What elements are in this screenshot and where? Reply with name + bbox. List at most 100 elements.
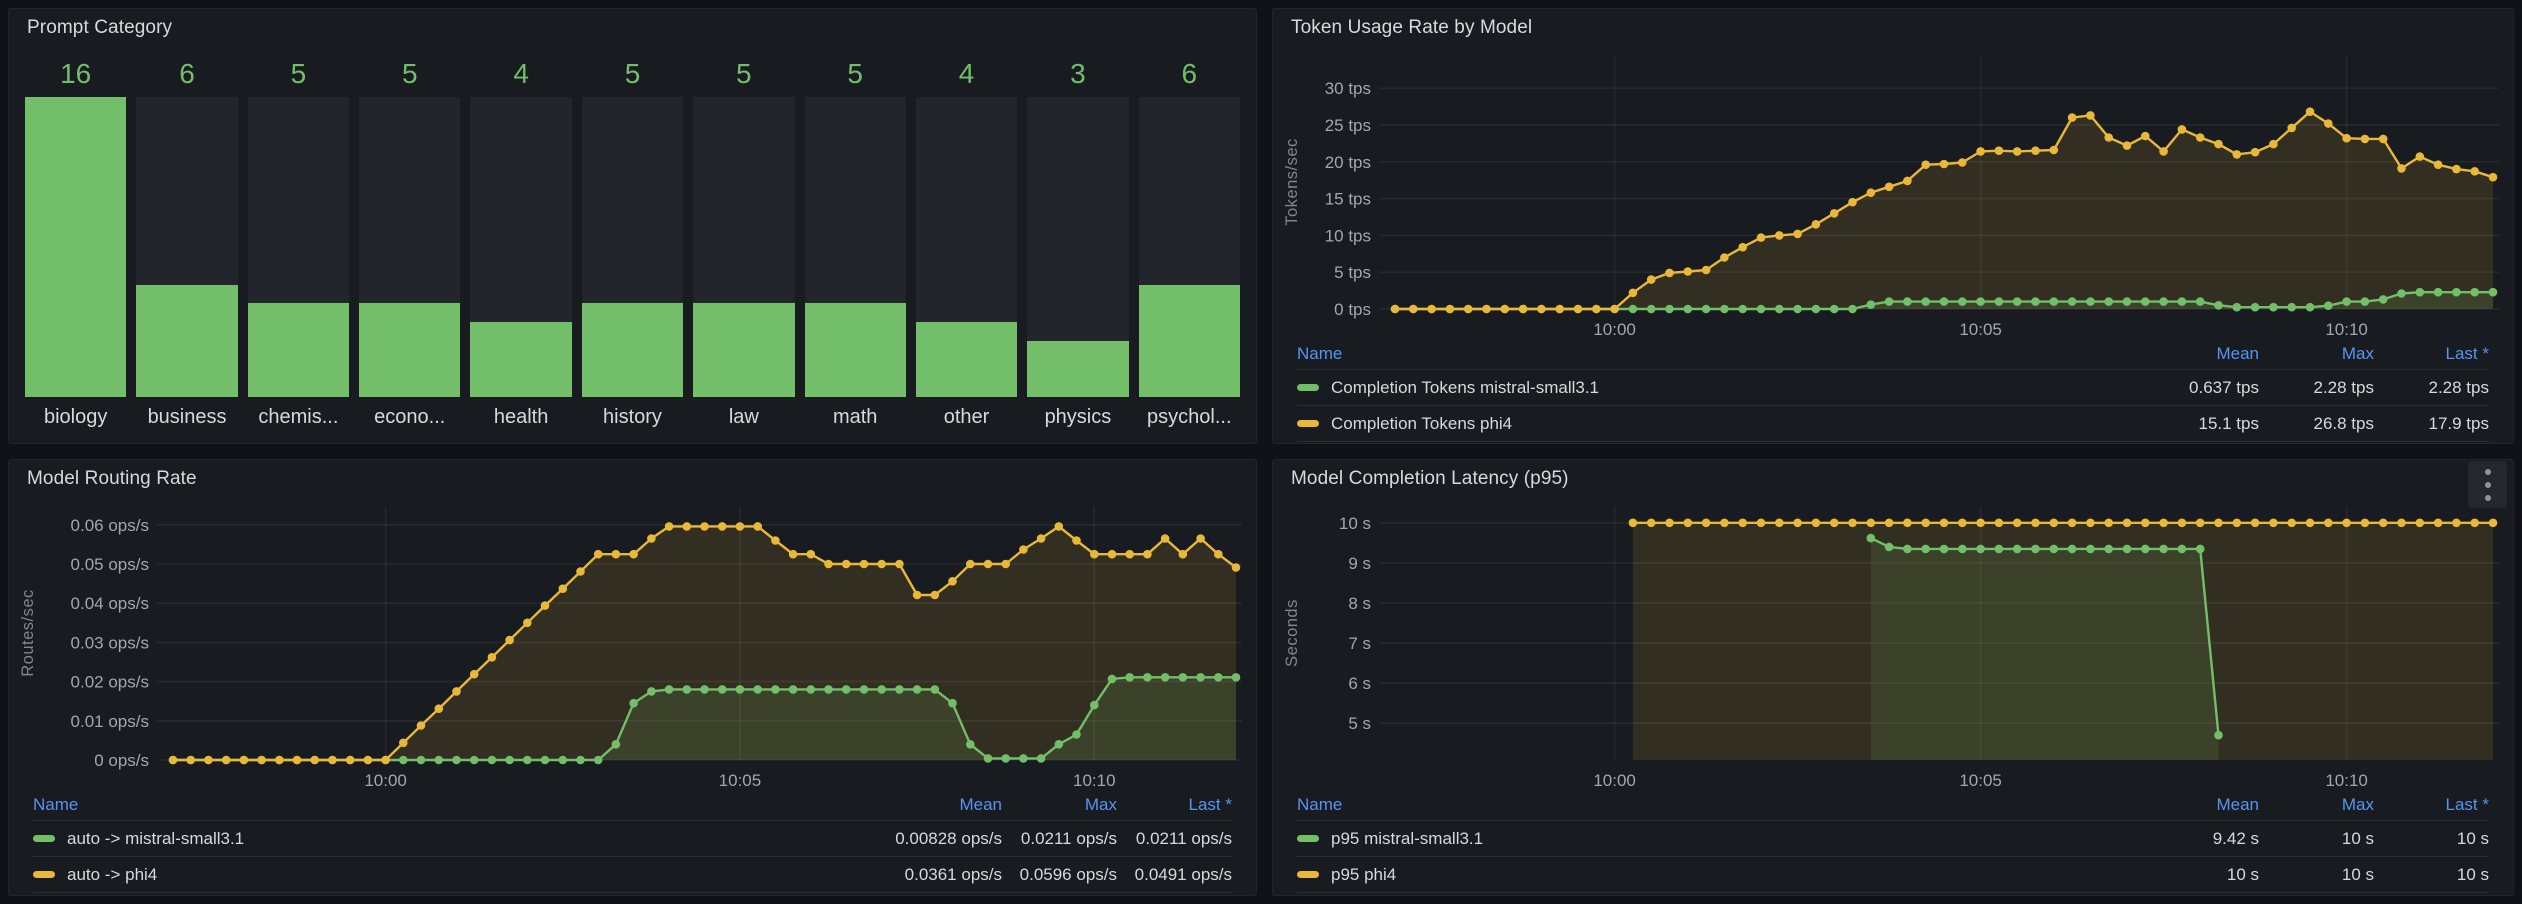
legend-series-row[interactable]: auto -> phi4 0.0361 ops/s 0.0596 ops/s 0.04…: [33, 857, 1232, 893]
panel-title[interactable]: Model Completion Latency (p95): [1291, 468, 1569, 489]
svg-text:5 tps: 5 tps: [1334, 263, 1371, 282]
legend-series-row[interactable]: p95 phi4 10 s 10 s 10 s: [1297, 857, 2489, 893]
legend-sort-name[interactable]: Name: [1297, 344, 1343, 363]
latency-chart-plot[interactable]: 5 s 6 s 7 s 8 s 9 s 10 s 10:00 10:05 10:10 Second…: [1273, 498, 2513, 790]
bar-track: [247, 97, 350, 397]
bar-track: [915, 97, 1018, 397]
svg-text:15 tps: 15 tps: [1325, 190, 1371, 209]
bar-category-label: psychol...: [1147, 406, 1232, 428]
panel-title[interactable]: Model Routing Rate: [27, 468, 197, 489]
svg-text:Tokens/sec: Tokens/sec: [1283, 138, 1301, 226]
svg-text:8 s: 8 s: [1348, 594, 1371, 613]
bar-gauge-column: 5 law: [693, 51, 795, 435]
legend-sort-mean[interactable]: Mean: [2216, 795, 2259, 814]
legend-series-name[interactable]: p95 phi4: [1331, 864, 1397, 884]
panel-menu-kebab-icon[interactable]: [2468, 461, 2507, 508]
bar-track: [804, 97, 906, 397]
legend-mean-value: 0.00828 ops/s: [895, 828, 1002, 848]
legend-last-value: 2.28 tps: [2428, 377, 2490, 397]
svg-text:0.06 ops/s: 0.06 ops/s: [71, 516, 149, 535]
legend-sort-max[interactable]: Max: [2341, 795, 2374, 814]
legend-sort-max[interactable]: Max: [1084, 795, 1117, 814]
legend-max-value: 10 s: [2341, 828, 2374, 848]
bar-category-label: econo...: [374, 406, 446, 428]
legend-sort-max[interactable]: Max: [2341, 344, 2374, 363]
bar-category-label: other: [943, 406, 990, 428]
legend-sort-name[interactable]: Name: [1297, 795, 1343, 814]
svg-text:10 tps: 10 tps: [1325, 226, 1371, 245]
bar-category-label: physics: [1044, 406, 1112, 428]
svg-text:10:00: 10:00: [1593, 320, 1636, 339]
legend-series-row[interactable]: p95 mistral-small3.1 9.42 s 10 s 10 s: [1297, 821, 2489, 857]
bar-track: [470, 97, 572, 397]
svg-text:30 tps: 30 tps: [1325, 79, 1371, 98]
bar-track: [1027, 97, 1129, 397]
token-usage-chart-plot[interactable]: 0 tps 5 tps 10 tps 15 tps 20 tps 25 tps 30 tps…: [1273, 47, 2513, 339]
panel-token-usage: Token Usage Rate by Model 0 tps 5 tps 10 t…: [1272, 8, 2514, 444]
svg-text:10:00: 10:00: [364, 771, 407, 790]
bar-gauge-column: 4 other: [915, 51, 1018, 435]
svg-text:0 ops/s: 0 ops/s: [94, 751, 149, 770]
bar-fill: [359, 303, 461, 397]
legend-sort-last[interactable]: Last *: [1188, 795, 1232, 814]
model-routing-chart-plot[interactable]: 0 ops/s 0.01 ops/s 0.02 ops/s 0.03 ops/s 0.0…: [9, 498, 1256, 790]
legend-series-row[interactable]: auto -> mistral-small3.1 0.00828 ops/s 0.0…: [33, 821, 1232, 857]
legend-series-name[interactable]: auto -> phi4: [67, 864, 158, 884]
bar-gauge-column: 3 physics: [1027, 51, 1129, 435]
bar-fill: [915, 322, 1018, 397]
legend-series-name[interactable]: Completion Tokens phi4: [1331, 413, 1513, 433]
legend-max-value: 10 s: [2341, 864, 2374, 884]
bar-value: 16: [60, 58, 92, 89]
legend-sort-mean[interactable]: Mean: [959, 795, 1002, 814]
svg-text:10:00: 10:00: [1593, 771, 1636, 790]
legend-series-name[interactable]: auto -> mistral-small3.1: [67, 828, 245, 848]
svg-text:10:10: 10:10: [2325, 320, 2368, 339]
bar-gauge-column: 5 math: [804, 51, 906, 435]
bar-fill: [136, 284, 238, 397]
legend-series-name[interactable]: Completion Tokens mistral-small3.1: [1331, 377, 1600, 397]
bar-fill: [1138, 284, 1240, 397]
legend-max-value: 0.0211 ops/s: [1020, 828, 1117, 848]
bar-track: [581, 97, 684, 397]
panel-title[interactable]: Token Usage Rate by Model: [1291, 17, 1533, 38]
legend-last-value: 0.0491 ops/s: [1134, 864, 1232, 884]
panel-header: Token Usage Rate by Model: [1273, 9, 2513, 47]
series-color-swatch-icon: [1297, 420, 1319, 427]
svg-text:10:05: 10:05: [1959, 771, 2002, 790]
legend-header-row: Name Mean Max Last *: [1297, 790, 2489, 821]
svg-text:20 tps: 20 tps: [1325, 153, 1371, 172]
legend-sort-mean[interactable]: Mean: [2216, 344, 2259, 363]
bar-gauge-column: 6 business: [136, 51, 238, 435]
legend-mean-value: 0.0361 ops/s: [904, 864, 1002, 884]
bar-value: 6: [179, 58, 195, 89]
legend-max-value: 0.0596 ops/s: [1019, 864, 1117, 884]
legend-series-row[interactable]: Completion Tokens mistral-small3.1 0.637 …: [1297, 370, 2489, 406]
legend-max-value: 26.8 tps: [2313, 413, 2375, 433]
legend-series-row[interactable]: Completion Tokens phi4 15.1 tps 26.8 tps 17…: [1297, 406, 2489, 442]
legend-sort-last[interactable]: Last *: [2445, 795, 2489, 814]
model-routing-legend: Name Mean Max Last * auto -> mistral-small3.…: [9, 790, 1256, 893]
series-color-swatch-icon: [1297, 835, 1319, 842]
legend-sort-name[interactable]: Name: [33, 795, 79, 814]
legend-max-value: 2.28 tps: [2313, 377, 2375, 397]
bar-fill: [693, 303, 795, 397]
bar-category-label: history: [603, 406, 662, 428]
panel-prompt-category: Prompt Category 16 biology 6 business 5 chemi…: [8, 8, 1257, 444]
bar-category-label: chemis...: [258, 406, 339, 428]
bar-value: 4: [513, 58, 529, 89]
token-usage-legend: Name Mean Max Last * Completion Tokens mistr…: [1273, 339, 2513, 442]
legend-mean-value: 0.637 tps: [2189, 377, 2259, 397]
legend-sort-last[interactable]: Last *: [2445, 344, 2489, 363]
bar-fill: [470, 322, 572, 397]
bar-track: [1138, 97, 1240, 397]
bar-value: 5: [736, 58, 752, 89]
legend-series-name[interactable]: p95 mistral-small3.1: [1331, 828, 1484, 848]
svg-text:10:10: 10:10: [2325, 771, 2368, 790]
bar-gauge-column: 6 psychol...: [1138, 51, 1240, 435]
bar-category-label: biology: [43, 406, 108, 428]
bar-track: [136, 97, 238, 397]
svg-text:10:05: 10:05: [1959, 320, 2002, 339]
panel-header: Prompt Category: [9, 9, 1256, 47]
panel-title[interactable]: Prompt Category: [27, 17, 173, 38]
bar-track: [359, 97, 461, 397]
